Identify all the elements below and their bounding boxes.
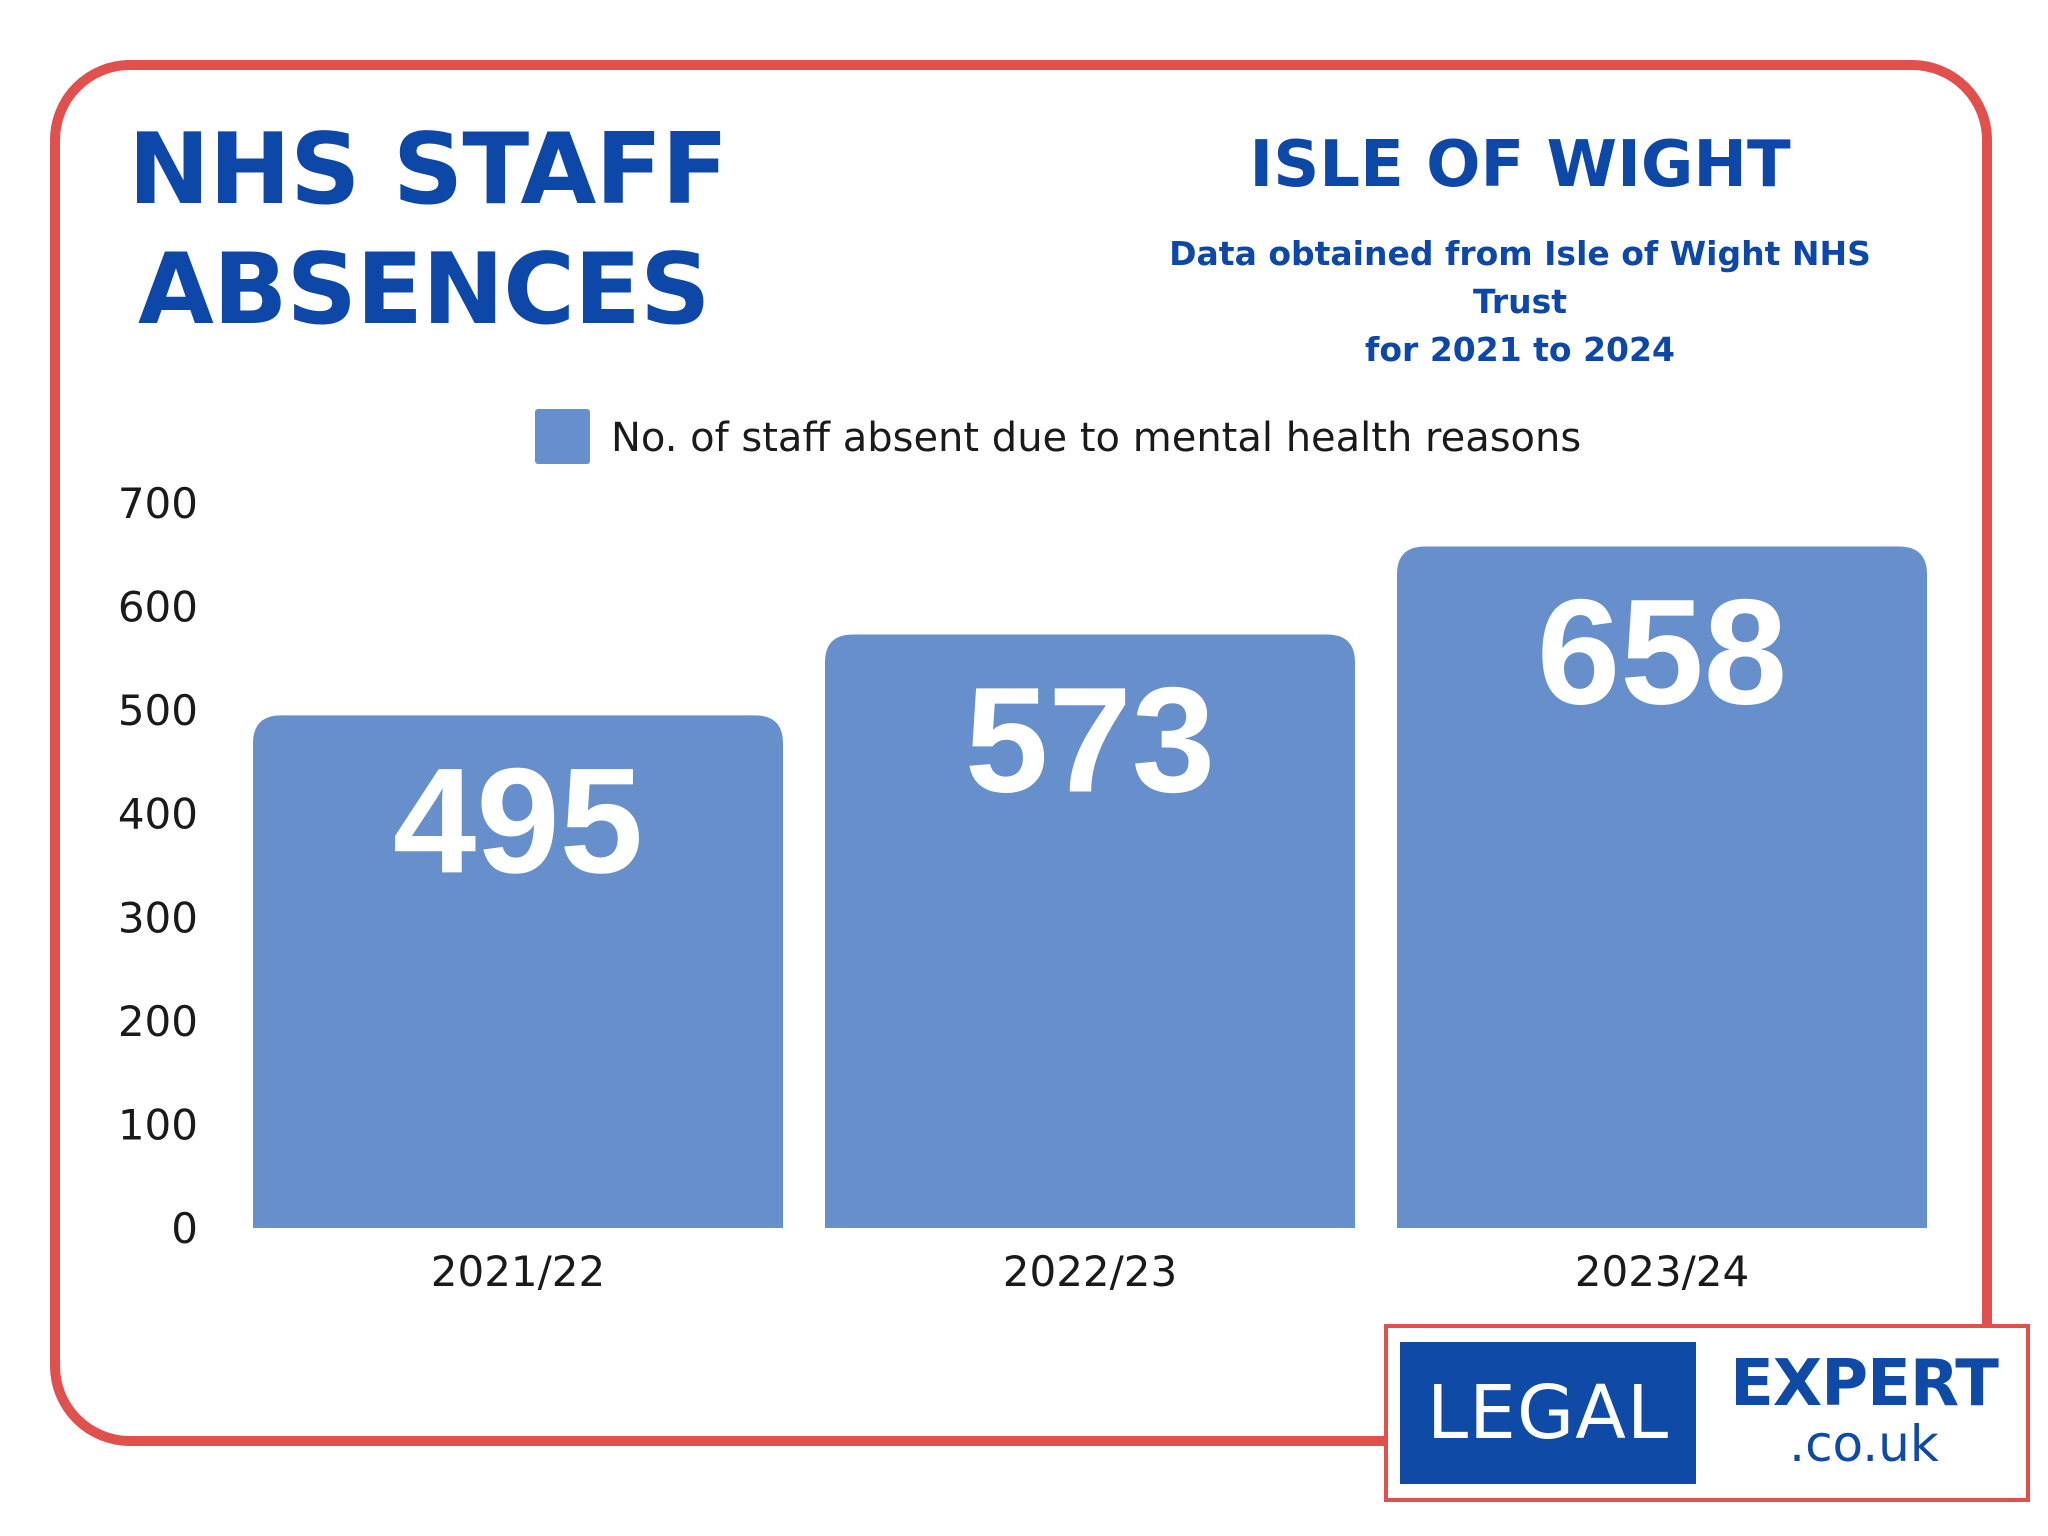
logo-legal-block: LEGAL bbox=[1400, 1342, 1696, 1484]
title-line-1: NHS STAFF bbox=[128, 113, 728, 227]
legal-expert-logo: LEGAL EXPERT .co.uk bbox=[1384, 1324, 2030, 1502]
logo-domain-text: .co.uk bbox=[1789, 1415, 1939, 1473]
x-category-label: 2023/24 bbox=[1575, 1247, 1749, 1296]
bar bbox=[825, 634, 1355, 1228]
legend-swatch bbox=[535, 409, 590, 464]
source-note: Data obtained from Isle of Wight NHS Tru… bbox=[1130, 230, 1910, 374]
source-note-line-1: Data obtained from Isle of Wight NHS Tru… bbox=[1169, 234, 1871, 321]
x-category-label: 2021/22 bbox=[431, 1247, 605, 1296]
x-category-label: 2022/23 bbox=[1003, 1247, 1177, 1296]
bar-value-label: 495 bbox=[393, 736, 643, 904]
page-title: NHS STAFF ABSENCES bbox=[128, 110, 788, 350]
y-tick-label: 500 bbox=[118, 686, 198, 735]
y-tick-label: 600 bbox=[118, 583, 198, 632]
bar-value-label: 658 bbox=[1537, 568, 1787, 736]
source-note-line-2: for 2021 to 2024 bbox=[1365, 330, 1675, 369]
infographic-border bbox=[50, 60, 1992, 1446]
y-tick-label: 300 bbox=[118, 893, 198, 942]
legend-label: No. of staff absent due to mental health… bbox=[611, 415, 1581, 461]
y-tick-label: 100 bbox=[118, 1100, 198, 1149]
y-tick-label: 0 bbox=[171, 1204, 198, 1253]
y-tick-label: 700 bbox=[118, 479, 198, 528]
y-tick-label: 400 bbox=[118, 790, 198, 839]
bar bbox=[253, 715, 783, 1228]
y-tick-label: 200 bbox=[118, 997, 198, 1046]
bar bbox=[1397, 546, 1927, 1228]
logo-expert-text: EXPERT bbox=[1730, 1347, 1999, 1421]
title-line-2: ABSENCES bbox=[138, 233, 711, 347]
region-title: ISLE OF WIGHT bbox=[1249, 128, 1791, 202]
bar-value-label: 573 bbox=[965, 656, 1215, 824]
